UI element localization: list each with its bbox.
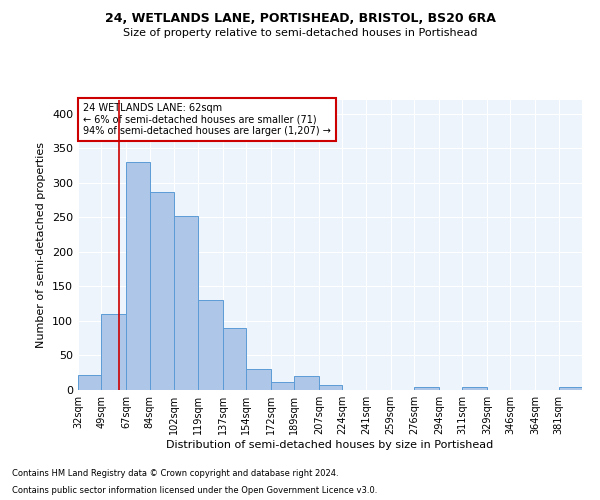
Bar <box>198 300 223 390</box>
Bar <box>175 216 198 390</box>
Bar <box>223 328 246 390</box>
Text: Contains public sector information licensed under the Open Government Licence v3: Contains public sector information licen… <box>12 486 377 495</box>
Bar <box>271 382 294 390</box>
Bar <box>319 385 343 390</box>
Bar <box>462 386 487 390</box>
Bar <box>294 376 319 390</box>
Bar <box>414 387 439 390</box>
Bar <box>126 162 149 390</box>
Bar <box>559 386 582 390</box>
X-axis label: Distribution of semi-detached houses by size in Portishead: Distribution of semi-detached houses by … <box>166 440 494 450</box>
Bar <box>101 314 126 390</box>
Bar <box>149 192 175 390</box>
Bar <box>246 370 271 390</box>
Text: 24, WETLANDS LANE, PORTISHEAD, BRISTOL, BS20 6RA: 24, WETLANDS LANE, PORTISHEAD, BRISTOL, … <box>104 12 496 26</box>
Y-axis label: Number of semi-detached properties: Number of semi-detached properties <box>37 142 46 348</box>
Text: Size of property relative to semi-detached houses in Portishead: Size of property relative to semi-detach… <box>123 28 477 38</box>
Text: Contains HM Land Registry data © Crown copyright and database right 2024.: Contains HM Land Registry data © Crown c… <box>12 468 338 477</box>
Bar <box>78 375 101 390</box>
Text: 24 WETLANDS LANE: 62sqm
← 6% of semi-detached houses are smaller (71)
94% of sem: 24 WETLANDS LANE: 62sqm ← 6% of semi-det… <box>83 103 331 136</box>
